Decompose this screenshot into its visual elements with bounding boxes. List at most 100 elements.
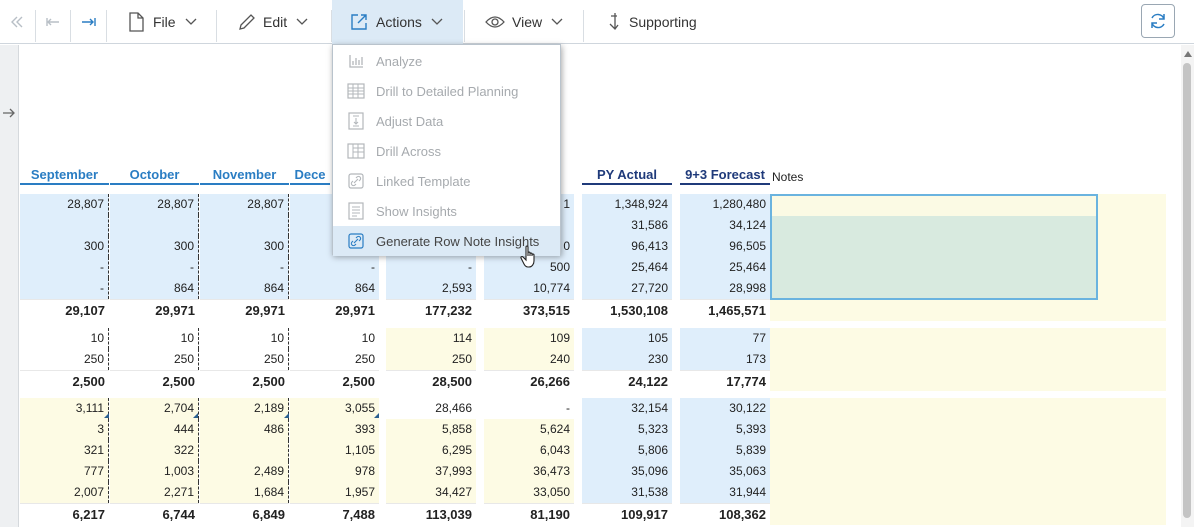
grid-cell[interactable]: 10	[200, 328, 289, 349]
grid-cell[interactable]: 1,003	[110, 461, 199, 482]
grid-cell[interactable]: 27,720	[582, 278, 672, 299]
grid-cell[interactable]: 250	[386, 349, 476, 370]
total-cell[interactable]: 2,500	[110, 370, 199, 391]
supporting-button[interactable]: Supporting	[606, 0, 697, 44]
grid-cell[interactable]: 96,505	[680, 236, 770, 257]
grid-cell[interactable]: 2,489	[200, 461, 289, 482]
grid-cell[interactable]: 5,393	[680, 419, 770, 440]
grid-cell[interactable]: 10	[110, 328, 199, 349]
refresh-button[interactable]	[1141, 4, 1175, 38]
view-menu-button[interactable]: View	[485, 0, 563, 44]
grid-cell[interactable]: 28,807	[110, 194, 199, 215]
grid-cell[interactable]: 486	[200, 419, 289, 440]
grid-cell[interactable]	[200, 215, 289, 236]
total-cell[interactable]: 6,744	[110, 503, 199, 524]
grid-cell[interactable]: 1,348,924	[582, 194, 672, 215]
grid-cell[interactable]: -	[110, 257, 199, 278]
grid-cell[interactable]: 1,280,480	[680, 194, 770, 215]
expand-panel-icon[interactable]	[2, 107, 16, 119]
menu-item-drill-detailed-planning[interactable]: Drill to Detailed Planning	[333, 76, 560, 106]
total-cell[interactable]: 6,849	[200, 503, 289, 524]
file-menu-button[interactable]: File	[127, 0, 197, 44]
total-cell[interactable]: 29,971	[290, 299, 379, 320]
grid-cell[interactable]: 25,464	[582, 257, 672, 278]
grid-cell[interactable]	[110, 215, 199, 236]
grid-cell[interactable]: 6,043	[484, 440, 574, 461]
grid-cell[interactable]: 36,473	[484, 461, 574, 482]
grid-cell[interactable]: 2,593	[386, 278, 476, 299]
total-cell[interactable]: 2,500	[20, 370, 109, 391]
grid-cell[interactable]: 777	[20, 461, 109, 482]
grid-cell[interactable]: 864	[290, 278, 379, 299]
grid-cell[interactable]: 30,122	[680, 398, 770, 419]
grid-cell[interactable]: 240	[484, 349, 574, 370]
grid-cell[interactable]: 2,007	[20, 482, 109, 503]
grid-cell[interactable]: 25,464	[680, 257, 770, 278]
grid-cell[interactable]: 300	[110, 236, 199, 257]
edit-menu-button[interactable]: Edit	[238, 0, 308, 44]
grid-cell[interactable]: 393	[290, 419, 379, 440]
grid-cell[interactable]: 250	[20, 349, 109, 370]
grid-cell[interactable]: 109	[484, 328, 574, 349]
menu-item-generate-row-note-insights[interactable]: Generate Row Note Insights	[333, 226, 560, 256]
grid-cell[interactable]: 10	[20, 328, 109, 349]
grid-cell[interactable]: 31,944	[680, 482, 770, 503]
grid-cell[interactable]: 105	[582, 328, 672, 349]
grid-cell[interactable]: 978	[290, 461, 379, 482]
menu-item-analyze[interactable]: Analyze	[333, 46, 560, 76]
grid-cell[interactable]: 2,271	[110, 482, 199, 503]
grid-cell[interactable]: 300	[20, 236, 109, 257]
total-cell[interactable]: 29,107	[20, 299, 109, 320]
total-cell[interactable]: 1,465,571	[680, 299, 770, 320]
grid-cell[interactable]: 321	[20, 440, 109, 461]
total-cell[interactable]: 113,039	[386, 503, 476, 524]
grid-cell[interactable]: 35,063	[680, 461, 770, 482]
grid-cell[interactable]: 5,323	[582, 419, 672, 440]
row-note-editor[interactable]	[770, 194, 1098, 300]
grid-cell[interactable]	[20, 215, 109, 236]
undo-icon[interactable]	[44, 0, 62, 44]
grid-cell[interactable]: 6,295	[386, 440, 476, 461]
grid-cell[interactable]: 2,704	[110, 398, 199, 419]
grid-cell[interactable]: 34,427	[386, 482, 476, 503]
menu-item-show-insights[interactable]: Show Insights	[333, 196, 560, 226]
grid-cell[interactable]: 1,957	[290, 482, 379, 503]
total-cell[interactable]: 7,488	[290, 503, 379, 524]
grid-cell[interactable]: 1,105	[290, 440, 379, 461]
grid-cell[interactable]: 250	[200, 349, 289, 370]
grid-cell[interactable]: 5,624	[484, 419, 574, 440]
total-cell[interactable]: 6,217	[20, 503, 109, 524]
grid-cell[interactable]: 250	[354, 352, 375, 366]
grid-cell[interactable]: 28,998	[680, 278, 770, 299]
grid-cell[interactable]: 2,189	[200, 398, 289, 419]
grid-cell[interactable]: 173	[680, 349, 770, 370]
grid-cell[interactable]: 96,413	[582, 236, 672, 257]
grid-cell[interactable]: 31,586	[582, 215, 672, 236]
total-cell[interactable]: 2,500	[290, 370, 379, 391]
total-cell[interactable]: 109,917	[582, 503, 672, 524]
grid-cell[interactable]: 35,096	[582, 461, 672, 482]
grid-cell[interactable]: -	[386, 257, 476, 278]
grid-cell[interactable]: 230	[582, 349, 672, 370]
grid-cell[interactable]: 5,806	[582, 440, 672, 461]
grid-cell[interactable]: 444	[110, 419, 199, 440]
total-cell[interactable]: 81,190	[484, 503, 574, 524]
grid-cell[interactable]: 864	[200, 278, 289, 299]
total-cell[interactable]: 26,266	[484, 370, 574, 391]
total-cell[interactable]: 108,362	[680, 503, 770, 524]
grid-cell[interactable]: 5,858	[386, 419, 476, 440]
actions-menu-button[interactable]: Actions	[332, 0, 463, 44]
total-cell[interactable]: 29,971	[110, 299, 199, 320]
grid-cell[interactable]: 28,807	[200, 194, 289, 215]
vertical-scrollbar[interactable]	[1181, 45, 1194, 527]
total-cell[interactable]: 373,515	[484, 299, 574, 320]
grid-cell[interactable]: 300	[200, 236, 289, 257]
menu-item-linked-template[interactable]: Linked Template	[333, 166, 560, 196]
collapse-left-icon[interactable]	[8, 0, 26, 44]
total-cell[interactable]: 177,232	[386, 299, 476, 320]
grid-cell[interactable]: 28,466	[435, 401, 472, 415]
menu-item-adjust-data[interactable]: Adjust Data	[333, 106, 560, 136]
grid-cell[interactable]: 864	[110, 278, 199, 299]
grid-cell[interactable]: -	[20, 278, 109, 299]
grid-cell[interactable]: 3	[20, 419, 109, 440]
